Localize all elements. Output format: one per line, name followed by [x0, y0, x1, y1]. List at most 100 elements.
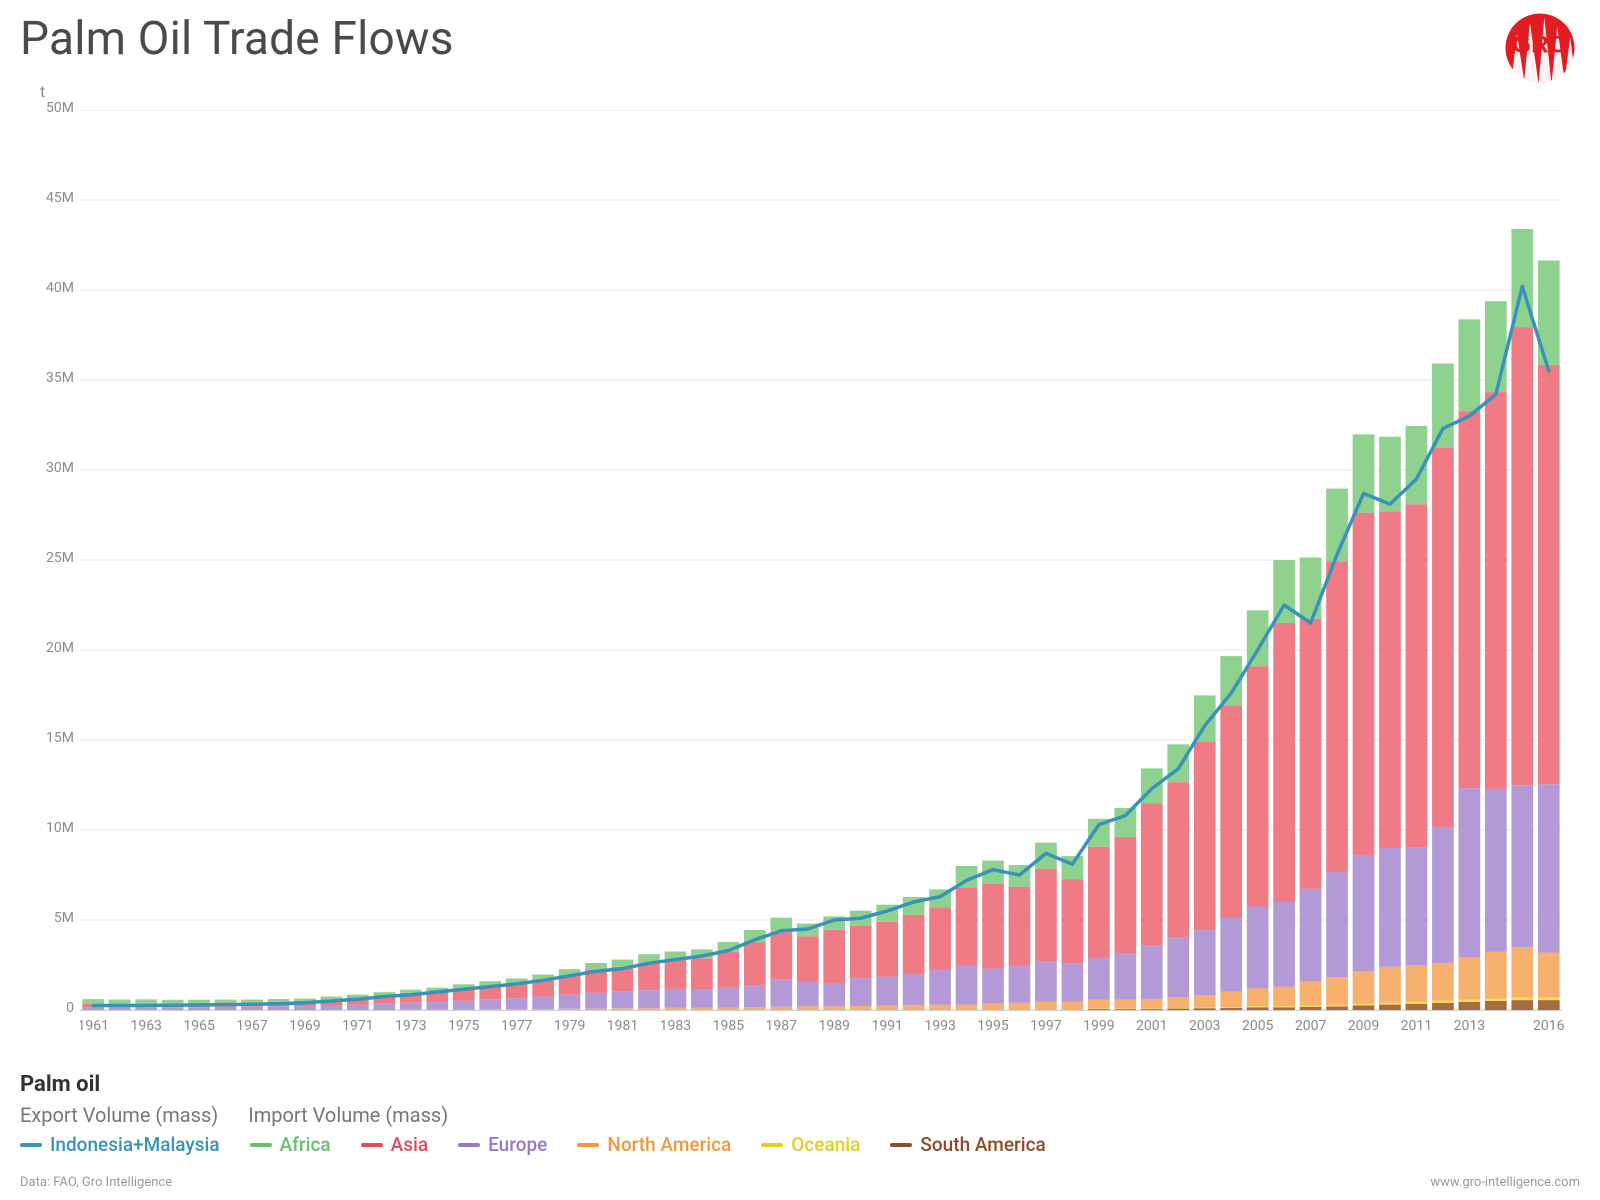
bar-europe — [612, 991, 634, 1008]
south_america-swatch — [890, 1143, 912, 1147]
bar-oceania — [1511, 998, 1533, 1001]
x-tick-label: 1999 — [1083, 1018, 1114, 1034]
bar-asia — [1194, 741, 1216, 930]
bar-north_america — [1247, 988, 1269, 1006]
line_indonesia_malaysia-swatch — [20, 1143, 42, 1147]
bar-europe — [797, 982, 819, 1006]
bar-europe — [1353, 856, 1375, 972]
bar-europe — [1432, 827, 1454, 963]
x-tick-label: 1987 — [766, 1018, 798, 1034]
bar-europe — [850, 978, 872, 1006]
bar-north_america — [1326, 977, 1348, 1005]
bar-asia — [770, 932, 792, 980]
bar-south_america — [1353, 1006, 1375, 1011]
bar-asia — [1220, 706, 1242, 918]
bar-south_america — [1379, 1005, 1401, 1010]
bar-north_america — [1406, 965, 1428, 1002]
bar-south_america — [1167, 1009, 1189, 1010]
bar-europe — [982, 969, 1004, 1004]
bar-north_america — [1353, 972, 1375, 1004]
bar-africa — [1485, 301, 1507, 392]
x-tick-label: 1979 — [554, 1018, 585, 1034]
bar-africa — [1300, 557, 1322, 618]
bar-asia — [744, 943, 766, 986]
bar-oceania — [1459, 1000, 1481, 1002]
bar-oceania — [1406, 1002, 1428, 1004]
bar-europe — [1300, 889, 1322, 982]
bar-asia — [1247, 666, 1269, 906]
bar-europe — [1220, 918, 1242, 992]
bar-africa — [585, 963, 607, 969]
x-tick-label: 1961 — [80, 1018, 109, 1034]
x-tick-label: 1977 — [501, 1018, 533, 1034]
bar-europe — [294, 1006, 316, 1010]
bar-europe — [585, 993, 607, 1009]
bar-south_america — [1114, 1009, 1136, 1010]
bar-oceania — [1300, 1006, 1322, 1007]
bar-africa — [1273, 560, 1295, 623]
asia-swatch — [361, 1143, 383, 1147]
legend-item-asia: Asia — [361, 1133, 428, 1156]
bar-asia — [823, 930, 845, 983]
y-tick-label: 10M — [30, 820, 74, 836]
x-tick-label: 1997 — [1030, 1018, 1062, 1034]
bar-europe — [823, 983, 845, 1006]
bar-oceania — [1194, 1008, 1216, 1009]
legend: Palm oil Export Volume (mass) Import Vol… — [20, 1072, 1580, 1162]
bar-europe — [453, 1001, 475, 1010]
x-tick-label: 2009 — [1348, 1018, 1379, 1034]
bar-asia — [1406, 504, 1428, 847]
x-tick-label: 2005 — [1242, 1018, 1274, 1034]
x-tick-label: 2003 — [1189, 1018, 1220, 1034]
bar-asia — [1062, 880, 1084, 964]
bar-asia — [1353, 513, 1375, 856]
bar-europe — [1194, 930, 1216, 995]
bar-south_america — [1141, 1009, 1163, 1010]
bar-south_america — [1538, 1000, 1560, 1010]
bar-europe — [1167, 938, 1189, 997]
bar-south_america — [1247, 1007, 1269, 1010]
x-tick-label: 2016 — [1533, 1018, 1565, 1034]
bar-europe — [638, 990, 660, 1008]
oceania-swatch — [761, 1143, 783, 1147]
x-tick-label: 1967 — [236, 1018, 268, 1034]
x-tick-label: 1963 — [130, 1018, 161, 1034]
y-tick-label: 20M — [30, 640, 74, 656]
y-tick-label: 50M — [30, 100, 74, 116]
bar-asia — [1167, 782, 1189, 938]
bar-asia — [718, 952, 740, 987]
bar-africa — [82, 999, 104, 1004]
bar-north_america — [982, 1004, 1004, 1010]
bar-north_america — [1511, 947, 1533, 997]
north_america-swatch — [577, 1143, 599, 1147]
bar-north_america — [1432, 963, 1454, 1001]
bar-oceania — [1538, 998, 1560, 1001]
bar-north_america — [559, 1009, 581, 1010]
bar-oceania — [1273, 1006, 1295, 1007]
y-tick-label: 5M — [30, 910, 74, 926]
bar-north_america — [1035, 1002, 1057, 1010]
bar-south_america — [1088, 1009, 1110, 1010]
bar-asia — [982, 884, 1004, 969]
bar-north_america — [1220, 992, 1242, 1007]
bar-europe — [321, 1006, 343, 1011]
bar-asia — [1300, 619, 1322, 889]
legend-item-south_america: South America — [890, 1133, 1045, 1156]
bar-north_america — [929, 1005, 951, 1010]
bar-africa — [215, 1000, 237, 1003]
bar-europe — [532, 997, 554, 1009]
page-title: Palm Oil Trade Flows — [20, 12, 454, 66]
legend-item-africa: Africa — [250, 1133, 331, 1156]
legend-label: Indonesia+Malaysia — [50, 1133, 220, 1156]
bar-asia — [1114, 837, 1136, 954]
legend-label: Africa — [280, 1133, 331, 1156]
bar-europe — [1114, 954, 1136, 1000]
bar-europe — [956, 965, 978, 1005]
bar-south_america — [1511, 1000, 1533, 1010]
x-tick-label: 1991 — [871, 1018, 902, 1034]
africa-swatch — [250, 1143, 272, 1147]
bar-europe — [1088, 958, 1110, 999]
bar-europe — [1485, 789, 1507, 952]
x-tick-label: 2007 — [1295, 1018, 1327, 1034]
bar-asia — [1088, 847, 1110, 959]
